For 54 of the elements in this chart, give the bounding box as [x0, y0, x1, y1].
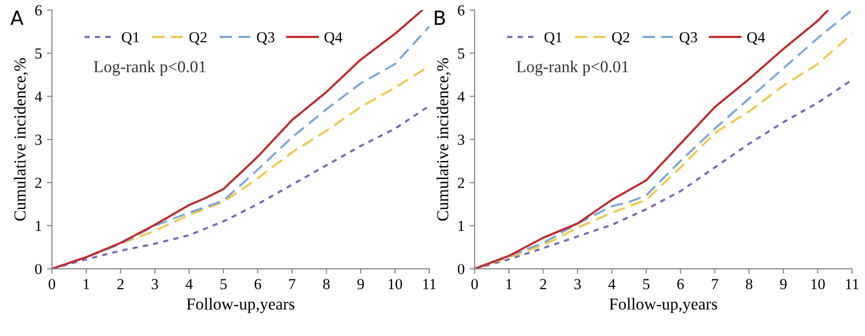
y-tick-label: 0 — [35, 264, 42, 274]
x-tick-label: 10 — [811, 278, 825, 290]
x-tick-label: 8 — [746, 278, 752, 290]
y-tick-label: 6 — [458, 5, 464, 16]
legend-label: Q2 — [189, 32, 207, 45]
x-tick-label: 5 — [220, 279, 227, 290]
chart-title: B — [434, 10, 445, 25]
annotation: Log-rank p<0.01 — [516, 60, 628, 76]
y-tick-label: 4 — [34, 92, 42, 102]
chart-title: A — [10, 10, 24, 25]
legend-label: Q3 — [256, 32, 274, 45]
x-tick-label: 9 — [780, 279, 787, 290]
x-tick-label: 8 — [323, 278, 330, 290]
y-tick-label: 4 — [458, 92, 465, 102]
x-tick-label: 3 — [574, 279, 581, 290]
legend-label: Q4 — [747, 32, 766, 45]
x-tick-label: 2 — [117, 279, 124, 290]
x-tick-label: 0 — [471, 278, 478, 290]
legend-label: Q1 — [122, 32, 139, 45]
x-tick-label: 11 — [846, 279, 858, 290]
y-tick-label: 6 — [35, 5, 42, 16]
x-tick-label: 11 — [423, 279, 436, 290]
x-tick-label: 2 — [540, 279, 546, 290]
x-tick-label: 6 — [254, 279, 262, 290]
y-tick-label: 3 — [458, 134, 464, 145]
x-axis-title: Follow-up,years — [609, 298, 718, 314]
x-tick-label: 4 — [608, 279, 616, 290]
x-tick-label: 10 — [388, 278, 402, 290]
x-tick-label: 4 — [186, 279, 193, 290]
legend-label: Q3 — [680, 32, 698, 45]
legend-label: Q4 — [324, 32, 342, 45]
x-tick-label: 1 — [84, 279, 90, 290]
y-axis-title: Cumulative incidence,% — [436, 58, 451, 221]
y-tick-label: 5 — [35, 48, 42, 59]
x-tick-label: 0 — [48, 278, 56, 290]
y-tick-label: 5 — [458, 48, 464, 59]
legend-label: Q2 — [612, 32, 630, 45]
y-tick-label: 2 — [35, 178, 42, 188]
legend-label: Q1 — [544, 32, 562, 45]
annotation: Log-rank p<0.01 — [94, 60, 206, 76]
y-tick-label: 1 — [458, 220, 464, 231]
x-tick-label: 1 — [506, 279, 512, 290]
y-tick-label: 2 — [458, 178, 464, 188]
x-tick-label: 6 — [677, 279, 684, 290]
x-tick-label: 5 — [643, 279, 650, 290]
y-axis-title: Cumulative incidence,% — [14, 58, 28, 221]
x-tick-label: 7 — [289, 279, 296, 290]
y-tick-label: 1 — [36, 220, 42, 231]
x-tick-label: 9 — [357, 279, 364, 290]
x-axis-title: Follow-up,years — [186, 298, 294, 314]
y-tick-label: 3 — [35, 134, 42, 145]
y-tick-label: 0 — [458, 264, 464, 274]
x-tick-label: 3 — [152, 279, 158, 290]
x-tick-label: 7 — [712, 279, 718, 290]
